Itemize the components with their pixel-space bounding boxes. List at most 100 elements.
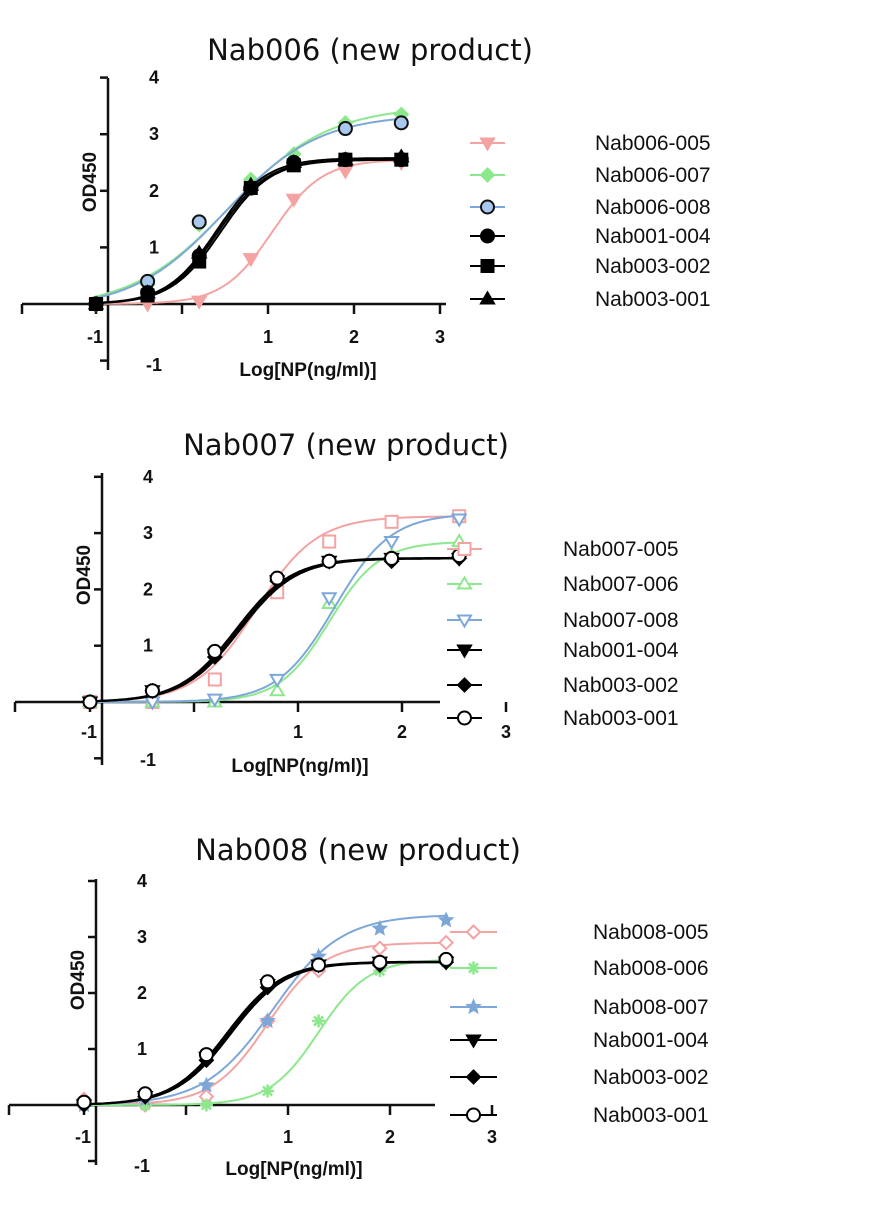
legend-marker: [465, 924, 482, 940]
x-tick-label: 3: [487, 1127, 497, 1147]
legend-item: Nab008-005: [450, 921, 709, 944]
legend-marker: [456, 644, 473, 659]
data-point: [261, 1084, 275, 1098]
series-Nab003-001: [76, 951, 454, 1110]
y-tick-label: 2: [143, 579, 153, 599]
legend-item: Nab003-002: [447, 674, 679, 697]
data-point: [337, 121, 353, 137]
legend-item: Nab003-002: [470, 255, 711, 278]
legend-marker: [457, 542, 472, 556]
legend-marker: [456, 575, 473, 590]
legend-marker: [480, 199, 495, 215]
data-point: [322, 534, 337, 549]
x-tick-label: 1: [263, 327, 273, 347]
y-tick-label: 2: [149, 181, 159, 201]
legend-item: Nab008-007: [450, 996, 709, 1019]
data-point: [137, 1086, 153, 1102]
data-point: [82, 694, 98, 710]
y-tick-label: 1: [149, 237, 159, 257]
x-tick-label: 2: [397, 722, 407, 742]
legend-label: Nab003-001: [595, 288, 711, 311]
y-axis-label: OD450: [74, 545, 95, 605]
data-point: [383, 535, 400, 551]
legend-label: Nab007-006: [563, 573, 679, 596]
legend-item: Nab007-006: [447, 573, 679, 596]
legend-item: Nab006-007: [470, 164, 711, 187]
fit-curve: [91, 117, 404, 300]
data-point: [242, 253, 260, 268]
series-Nab006-007: [88, 106, 410, 312]
legend-label: Nab006-007: [595, 164, 711, 187]
data-point: [269, 570, 285, 586]
data-point: [207, 643, 223, 659]
series-Nab007-008: [81, 513, 468, 711]
legend-label: Nab006-005: [595, 132, 711, 155]
data-point: [259, 1012, 276, 1029]
legend-item: Nab003-002: [450, 1066, 709, 1089]
data-point: [384, 514, 399, 529]
chart-title: Nab006 (new product): [207, 33, 533, 67]
data-point: [190, 295, 208, 310]
legend-label: Nab008-005: [593, 921, 709, 944]
data-point: [384, 550, 400, 566]
x-tick-label: -1: [75, 1127, 91, 1147]
chart-panel-nab007: Nab007 (new product) 1 2 3 4 -1 -1 1 2 3 Log[NP(ng…: [13, 428, 679, 777]
legend-marker: [465, 1034, 482, 1049]
legend-item: Nab003-001: [470, 288, 711, 311]
legend-marker: [479, 290, 496, 305]
data-point: [198, 1047, 214, 1063]
legend-label: Nab001-004: [563, 639, 679, 662]
x-tick-label: 2: [385, 1127, 395, 1147]
y-tick-label: 1: [137, 1039, 147, 1059]
legend-marker: [479, 167, 496, 183]
data-point: [268, 682, 286, 697]
data-point: [207, 672, 222, 687]
x-axis-label: Log[NP(ng/ml)]: [225, 1159, 362, 1180]
data-point: [393, 148, 410, 163]
legend-marker: [479, 137, 496, 152]
legend-item: Nab007-005: [447, 538, 679, 561]
data-point: [285, 154, 303, 169]
x-tick-label: 1: [293, 722, 303, 742]
legend-label: Nab003-002: [563, 674, 679, 697]
data-point: [312, 1014, 326, 1028]
legend-label: Nab007-008: [563, 609, 679, 632]
data-point: [242, 176, 260, 191]
y-axis-label: OD450: [80, 152, 101, 212]
legend-marker: [456, 677, 473, 693]
y-tick-label: -1: [146, 355, 162, 375]
legend-marker: [467, 961, 480, 975]
legend-label: Nab003-001: [563, 707, 679, 730]
data-point: [76, 1094, 92, 1110]
x-tick-label: 3: [435, 327, 445, 347]
series-Nab003-001: [87, 148, 410, 310]
series-Nab008-007: [75, 911, 455, 1113]
y-axis-label: OD450: [68, 950, 89, 1010]
data-point: [260, 974, 276, 990]
chart-panel-nab006: Nab006 (new product) 1 2 3 4 -1 -1 1 2 3 Log[NP(ng…: [20, 33, 711, 381]
x-axis-label: Log[NP(ng/ml)]: [239, 360, 376, 381]
legend-marker: [480, 259, 495, 273]
data-point: [371, 940, 388, 957]
fit-curve: [91, 110, 404, 299]
legend-marker: [465, 1069, 482, 1085]
data-point: [393, 115, 409, 131]
legend-item: Nab003-001: [447, 707, 679, 730]
data-point: [139, 284, 156, 299]
legend-label: Nab003-002: [595, 255, 711, 278]
data-point: [437, 911, 455, 928]
legend-item: Nab008-006: [450, 957, 709, 980]
data-point: [371, 919, 389, 936]
x-axis-label: Log[NP(ng/ml)]: [231, 756, 368, 777]
data-point: [438, 934, 455, 951]
data-point: [337, 165, 354, 180]
data-point: [190, 244, 208, 259]
data-point: [268, 673, 286, 688]
data-point: [320, 592, 338, 607]
legend-label: Nab008-006: [593, 957, 709, 980]
x-tick-label: -1: [81, 722, 97, 742]
data-point: [311, 957, 327, 973]
legend-label: Nab001-004: [593, 1029, 709, 1052]
data-point: [450, 513, 468, 528]
